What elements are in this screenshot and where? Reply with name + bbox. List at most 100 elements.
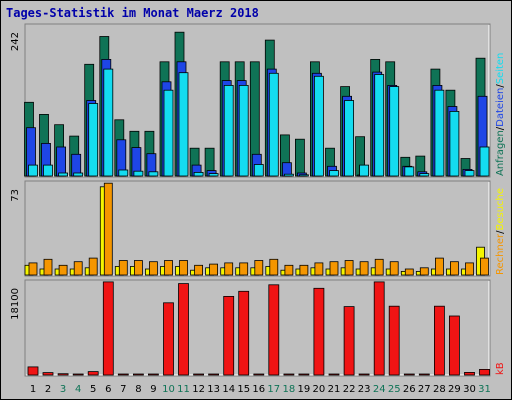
xtick-day-24: 24 bbox=[373, 384, 386, 395]
bar-top-seiten-5 bbox=[88, 103, 99, 177]
bar-bottom-kb-27 bbox=[418, 373, 430, 376]
bar-top-seiten-1 bbox=[28, 164, 38, 177]
bar-middle-rechner-13 bbox=[209, 263, 219, 276]
bar-top-seiten-31 bbox=[479, 146, 490, 177]
xtick-day-4: 4 bbox=[75, 384, 81, 395]
xtick-day-7: 7 bbox=[120, 384, 126, 395]
bar-bottom-kb-11 bbox=[178, 283, 189, 376]
chart-title: Tages-Statistik im Monat Maerz 2018 bbox=[6, 6, 259, 20]
xtick-day-19: 19 bbox=[298, 384, 311, 395]
bar-bottom-kb-9 bbox=[147, 373, 159, 376]
bar-bottom-kb-14 bbox=[223, 295, 235, 376]
xtick-day-1: 1 bbox=[30, 384, 36, 395]
bar-top-seiten-13 bbox=[208, 173, 219, 177]
bar-bottom-kb-4 bbox=[72, 373, 84, 376]
bar-top-seiten-16 bbox=[253, 164, 264, 177]
ylabel-max-top: 242 bbox=[10, 32, 21, 51]
bar-bottom-kb-24 bbox=[373, 281, 385, 376]
bar-middle-rechner-15 bbox=[239, 262, 249, 276]
xtick-day-15: 15 bbox=[237, 384, 250, 395]
bar-top-seiten-25 bbox=[389, 86, 400, 177]
bar-middle-rechner-27 bbox=[419, 267, 429, 276]
bar-bottom-kb-20 bbox=[313, 287, 325, 376]
xtick-day-25: 25 bbox=[388, 384, 401, 395]
bar-middle-rechner-30 bbox=[465, 262, 474, 276]
bar-top-seiten-15 bbox=[238, 85, 249, 177]
bar-middle-rechner-3 bbox=[58, 264, 68, 276]
bar-top-seiten-26 bbox=[404, 166, 415, 177]
bar-bottom-kb-17 bbox=[268, 284, 280, 376]
bar-middle-rechner-25 bbox=[389, 261, 399, 276]
bar-middle-rechner-24 bbox=[374, 258, 384, 276]
bar-middle-rechner-4 bbox=[73, 261, 83, 276]
bar-middle-rechner-5 bbox=[88, 257, 98, 276]
legend-item--sep: / bbox=[495, 230, 506, 234]
legend-item--sep: / bbox=[495, 126, 506, 130]
xtick-day-8: 8 bbox=[135, 384, 141, 395]
bar-bottom-kb-1 bbox=[27, 366, 39, 376]
bar-top-seiten-8 bbox=[133, 170, 144, 177]
bar-middle-rechner-17 bbox=[269, 258, 279, 276]
xtick-day-11: 11 bbox=[177, 384, 190, 395]
xtick-day-10: 10 bbox=[162, 384, 175, 395]
bar-top-seiten-14 bbox=[223, 85, 234, 177]
bar-top-seiten-19 bbox=[298, 174, 309, 177]
bar-middle-rechner-19 bbox=[299, 264, 309, 276]
bar-top-seiten-10 bbox=[163, 89, 174, 177]
bar-middle-rechner-14 bbox=[224, 262, 234, 276]
bar-top-seiten-11 bbox=[178, 72, 189, 177]
xtick-day-26: 26 bbox=[403, 384, 416, 395]
bar-top-dateien-3 bbox=[56, 146, 66, 177]
bar-bottom-kb-15 bbox=[238, 290, 250, 376]
bar-bottom-kb-8 bbox=[132, 373, 144, 376]
legend-item--sep: / bbox=[495, 84, 506, 88]
bar-bottom-kb-13 bbox=[208, 373, 220, 376]
bar-top-seiten-28 bbox=[434, 89, 445, 177]
bar-top-seiten-30 bbox=[464, 170, 475, 177]
bar-middle-rechner-26 bbox=[404, 268, 414, 276]
legend-item-seiten: Seiten bbox=[495, 53, 506, 85]
bar-middle-rechner-22 bbox=[344, 260, 354, 276]
legend-top: Anfragen/Dateien/Seiten bbox=[495, 53, 506, 176]
bar-top-seiten-22 bbox=[344, 100, 355, 177]
bar-middle-rechner-31 bbox=[480, 257, 489, 276]
xtick-day-31: 31 bbox=[478, 384, 491, 395]
bar-bottom-kb-3 bbox=[57, 373, 69, 376]
bar-bottom-kb-26 bbox=[403, 373, 415, 376]
xtick-day-22: 22 bbox=[343, 384, 356, 395]
bar-top-seiten-23 bbox=[359, 164, 370, 177]
bar-middle-rechner-12 bbox=[194, 264, 204, 276]
xtick-day-3: 3 bbox=[60, 384, 66, 395]
bar-middle-rechner-7 bbox=[118, 260, 128, 276]
bar-bottom-kb-23 bbox=[358, 373, 370, 376]
bar-middle-rechner-1 bbox=[28, 262, 38, 276]
bar-top-seiten-2 bbox=[43, 164, 53, 177]
bar-top-seiten-29 bbox=[449, 111, 460, 177]
bar-top-seiten-3 bbox=[58, 172, 68, 177]
bar-middle-rechner-9 bbox=[148, 261, 158, 276]
xtick-day-17: 17 bbox=[267, 384, 280, 395]
xtick-day-6: 6 bbox=[105, 384, 111, 395]
xtick-day-27: 27 bbox=[418, 384, 431, 395]
bar-bottom-kb-31 bbox=[479, 368, 490, 376]
bar-bottom-kb-30 bbox=[464, 371, 475, 376]
bar-bottom-kb-22 bbox=[343, 306, 355, 376]
bar-middle-rechner-23 bbox=[359, 261, 369, 276]
bar-bottom-kb-19 bbox=[298, 373, 310, 376]
bar-middle-rechner-21 bbox=[329, 261, 339, 276]
bar-middle-rechner-29 bbox=[449, 261, 459, 276]
bar-middle-rechner-6 bbox=[103, 182, 113, 276]
bar-top-anfragen-19 bbox=[294, 138, 305, 177]
bar-middle-rechner-20 bbox=[314, 262, 324, 276]
xtick-day-16: 16 bbox=[252, 384, 265, 395]
xtick-day-2: 2 bbox=[45, 384, 51, 395]
xtick-day-13: 13 bbox=[207, 384, 220, 395]
xtick-day-21: 21 bbox=[328, 384, 341, 395]
bar-bottom-kb-10 bbox=[163, 302, 174, 376]
bar-top-seiten-7 bbox=[118, 169, 129, 177]
bar-middle-rechner-28 bbox=[434, 257, 444, 276]
bar-middle-rechner-18 bbox=[284, 264, 294, 276]
chart-marks bbox=[24, 31, 490, 376]
